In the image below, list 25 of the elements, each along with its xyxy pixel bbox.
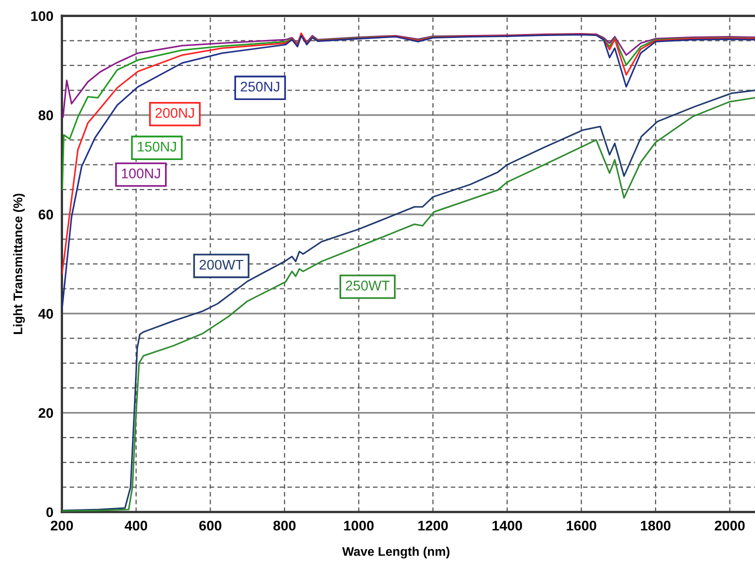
annotation: 200WT <box>200 260 244 270</box>
annotation: 100NJ <box>122 168 160 178</box>
line-series <box>62 32 755 118</box>
x-tick-label: 1800 <box>640 520 670 531</box>
annotation: 200NJ <box>156 108 194 118</box>
y-axis-title: Light Transmittance (%) <box>13 194 25 334</box>
x-tick-label: 1000 <box>344 520 374 531</box>
y-tick-label: 40 <box>38 308 54 319</box>
annotation: 150NJ <box>138 142 176 152</box>
x-tick-label: 1600 <box>566 520 596 531</box>
x-tick-label: 600 <box>199 520 222 531</box>
x-tick-label: 2000 <box>714 520 745 531</box>
y-tick-label: 20 <box>38 408 54 418</box>
x-tick-label: 200 <box>50 520 73 531</box>
x-tick-label: 1400 <box>492 520 522 531</box>
y-tick-label: 0 <box>46 507 54 518</box>
x-axis-title: Wave Length (nm) <box>342 546 450 558</box>
x-tick-label: 800 <box>273 520 296 531</box>
y-tick-label: 60 <box>38 210 54 220</box>
annotation: 250WT <box>346 280 390 290</box>
annotation: 250NJ <box>240 82 280 92</box>
x-tick-label: 1200 <box>418 520 448 531</box>
y-tick-label: 100 <box>31 11 54 22</box>
y-tick-label: 80 <box>38 110 54 120</box>
x-tick-label: 400 <box>124 520 148 531</box>
